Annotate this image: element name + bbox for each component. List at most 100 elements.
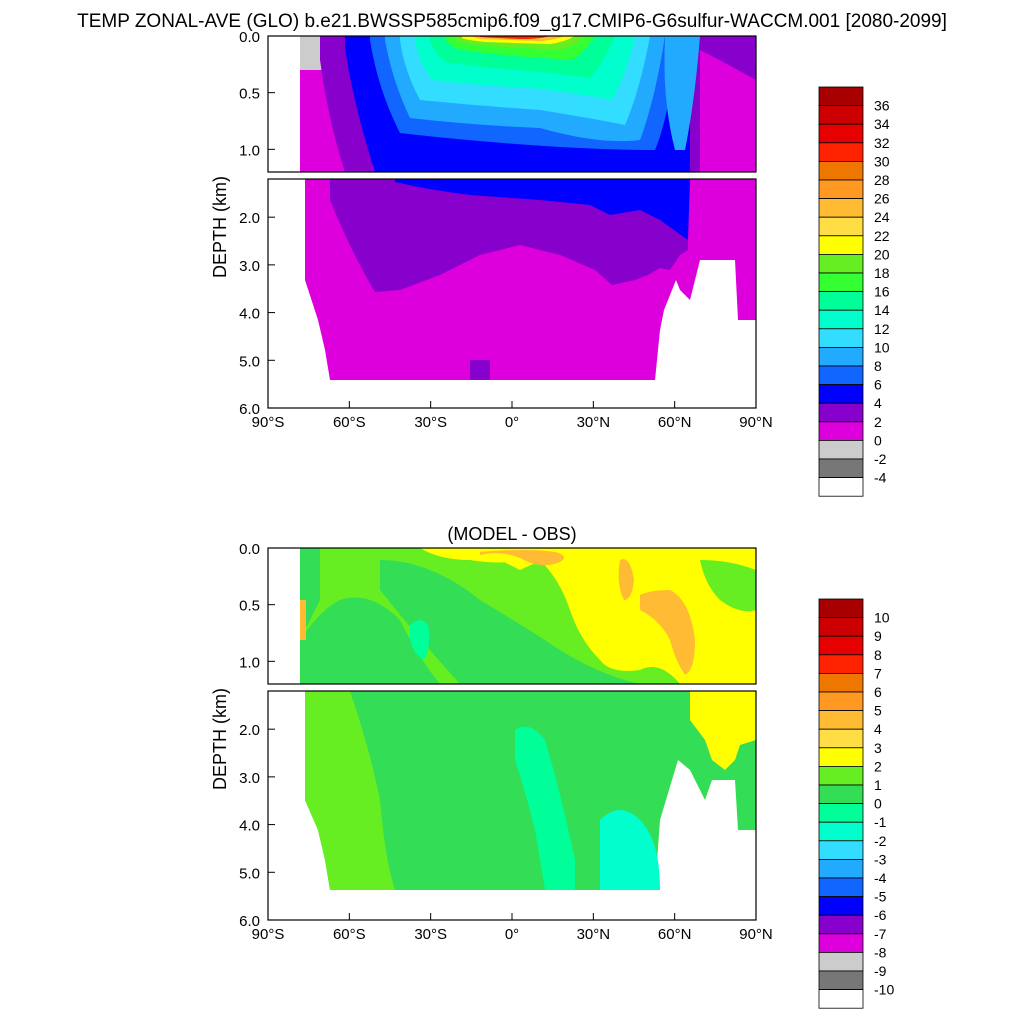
colorbar-swatch xyxy=(818,216,864,237)
colorbar-label: 6 xyxy=(874,377,882,393)
colorbar-swatch xyxy=(818,439,864,460)
y-tick-label: 3.0 xyxy=(239,770,260,787)
y-tick-label: 5.0 xyxy=(239,353,260,370)
colorbar-swatch xyxy=(818,896,864,916)
colorbar-label: -8 xyxy=(874,944,887,960)
page-title: TEMP ZONAL-AVE (GLO) b.e21.BWSSP585cmip6… xyxy=(77,11,947,32)
y-tick-label: 0.5 xyxy=(239,86,260,103)
colorbar-label: 5 xyxy=(874,703,882,719)
colorbar-swatch xyxy=(818,598,864,619)
colorbar-label: 0 xyxy=(874,796,882,812)
lower-contour-field xyxy=(268,179,756,408)
y-axis-title: DEPTH (km) xyxy=(210,688,230,790)
colorbar-swatch xyxy=(818,654,864,674)
y-tick-label: 6.0 xyxy=(239,401,260,418)
colorbar-label: 2 xyxy=(874,414,882,430)
x-tick-label: 0° xyxy=(505,926,519,943)
colorbar-label: -3 xyxy=(874,851,887,867)
y-tick-label: 0.5 xyxy=(239,598,260,615)
colorbar-label: 4 xyxy=(874,395,882,411)
x-tick-label: 60°N xyxy=(658,926,692,943)
x-tick-label: 60°S xyxy=(333,414,366,431)
colorbar-swatch xyxy=(818,346,864,367)
x-tick-label: 0° xyxy=(505,414,519,431)
colorbar-swatch xyxy=(818,105,864,125)
colorbar-swatch xyxy=(818,803,864,823)
colorbar-swatch xyxy=(818,617,864,637)
colorbar-swatch xyxy=(818,840,864,860)
colorbar-swatch xyxy=(818,877,864,898)
colorbar-swatch xyxy=(818,859,864,879)
colorbar-label: 3 xyxy=(874,740,882,756)
y-tick-label: 5.0 xyxy=(239,865,260,882)
colorbar-swatch xyxy=(818,458,864,479)
y-tick-label: 2.0 xyxy=(239,722,260,739)
colorbar-swatch xyxy=(818,179,864,200)
colorbar-swatch xyxy=(818,673,864,693)
colorbar-swatch xyxy=(818,328,864,348)
colorbar-label: 7 xyxy=(874,665,882,681)
colorbar-label: 0 xyxy=(874,432,882,448)
colorbar-swatch xyxy=(818,952,864,972)
colorbar-swatch xyxy=(818,635,864,656)
colorbar-swatch xyxy=(818,198,864,218)
colorbar-label: 10 xyxy=(874,339,890,355)
y-tick-label: 0.0 xyxy=(239,541,260,558)
lower-contour-field xyxy=(268,691,756,920)
x-tick-label: 60°S xyxy=(333,926,366,943)
colorbar-label: -5 xyxy=(874,889,887,905)
axes: 0.0 0.5 1.0 2.0 3.0 4.0 5.0 6.090°S 60°S 30°S 0° 30… xyxy=(239,29,773,431)
colorbar-label: 18 xyxy=(874,265,890,281)
y-tick-label: 2.0 xyxy=(239,210,260,227)
axes: 0.0 0.5 1.0 2.0 3.0 4.0 5.0 6.090°S 60°S 30°S 0° 30… xyxy=(239,541,773,943)
upper-plot-frame xyxy=(267,35,757,173)
y-tick-label: 4.0 xyxy=(239,306,260,323)
colorbar-swatch xyxy=(818,365,864,386)
upper-contour-field xyxy=(268,36,756,172)
colorbar-label: -6 xyxy=(874,907,887,923)
colorbar-swatch xyxy=(818,691,864,712)
colorbar-label: -10 xyxy=(874,982,894,998)
colorbar-swatch xyxy=(818,235,864,255)
colorbar-label: 16 xyxy=(874,284,890,300)
y-tick-label: 6.0 xyxy=(239,913,260,930)
x-tick-label: 90°N xyxy=(739,414,773,431)
colorbar-swatch xyxy=(818,933,864,953)
colorbar-swatch xyxy=(818,86,864,107)
colorbar-swatch xyxy=(818,160,864,181)
colorbar-label: 2 xyxy=(874,758,882,774)
colorbar-label: 6 xyxy=(874,684,882,700)
x-tick-label: 30°N xyxy=(577,414,611,431)
y-tick-label: 3.0 xyxy=(239,258,260,275)
colorbar-label: 26 xyxy=(874,191,890,207)
chart-panel-temperature: 0.0 0.5 1.0 2.0 3.0 4.0 5.0 6.090°S 60°S 30°S 0° 30… xyxy=(210,29,890,497)
colorbar-label: 12 xyxy=(874,321,890,337)
colorbar-label: -4 xyxy=(874,870,887,886)
colorbar-swatch xyxy=(818,477,864,497)
y-axis-title: DEPTH (km) xyxy=(210,176,230,278)
colorbar-swatch xyxy=(818,142,864,162)
colorbar-swatch xyxy=(818,821,864,842)
colorbar-label: 28 xyxy=(874,172,890,188)
colorbar-label: 9 xyxy=(874,628,882,644)
colorbar-label: 22 xyxy=(874,228,890,244)
y-tick-label: 1.0 xyxy=(239,654,260,671)
colorbar-swatch xyxy=(818,989,864,1009)
upper-plot-frame xyxy=(267,547,757,685)
colorbar-label: 8 xyxy=(874,358,882,374)
colorbar-swatch xyxy=(818,253,864,274)
colorbar-label: -7 xyxy=(874,926,887,942)
colorbar-swatch xyxy=(818,272,864,293)
colorbar-label: -9 xyxy=(874,963,887,979)
colorbar-swatch xyxy=(818,970,864,991)
colorbar-label: -2 xyxy=(874,451,887,467)
colorbar-swatch xyxy=(818,123,864,144)
colorbar-label: 34 xyxy=(874,116,890,132)
colorbar-label: 1 xyxy=(874,777,882,793)
x-tick-label: 90°S xyxy=(252,926,285,943)
x-tick-label: 30°S xyxy=(414,414,447,431)
colorbar-swatch xyxy=(818,747,864,767)
x-tick-label: 30°N xyxy=(577,926,611,943)
